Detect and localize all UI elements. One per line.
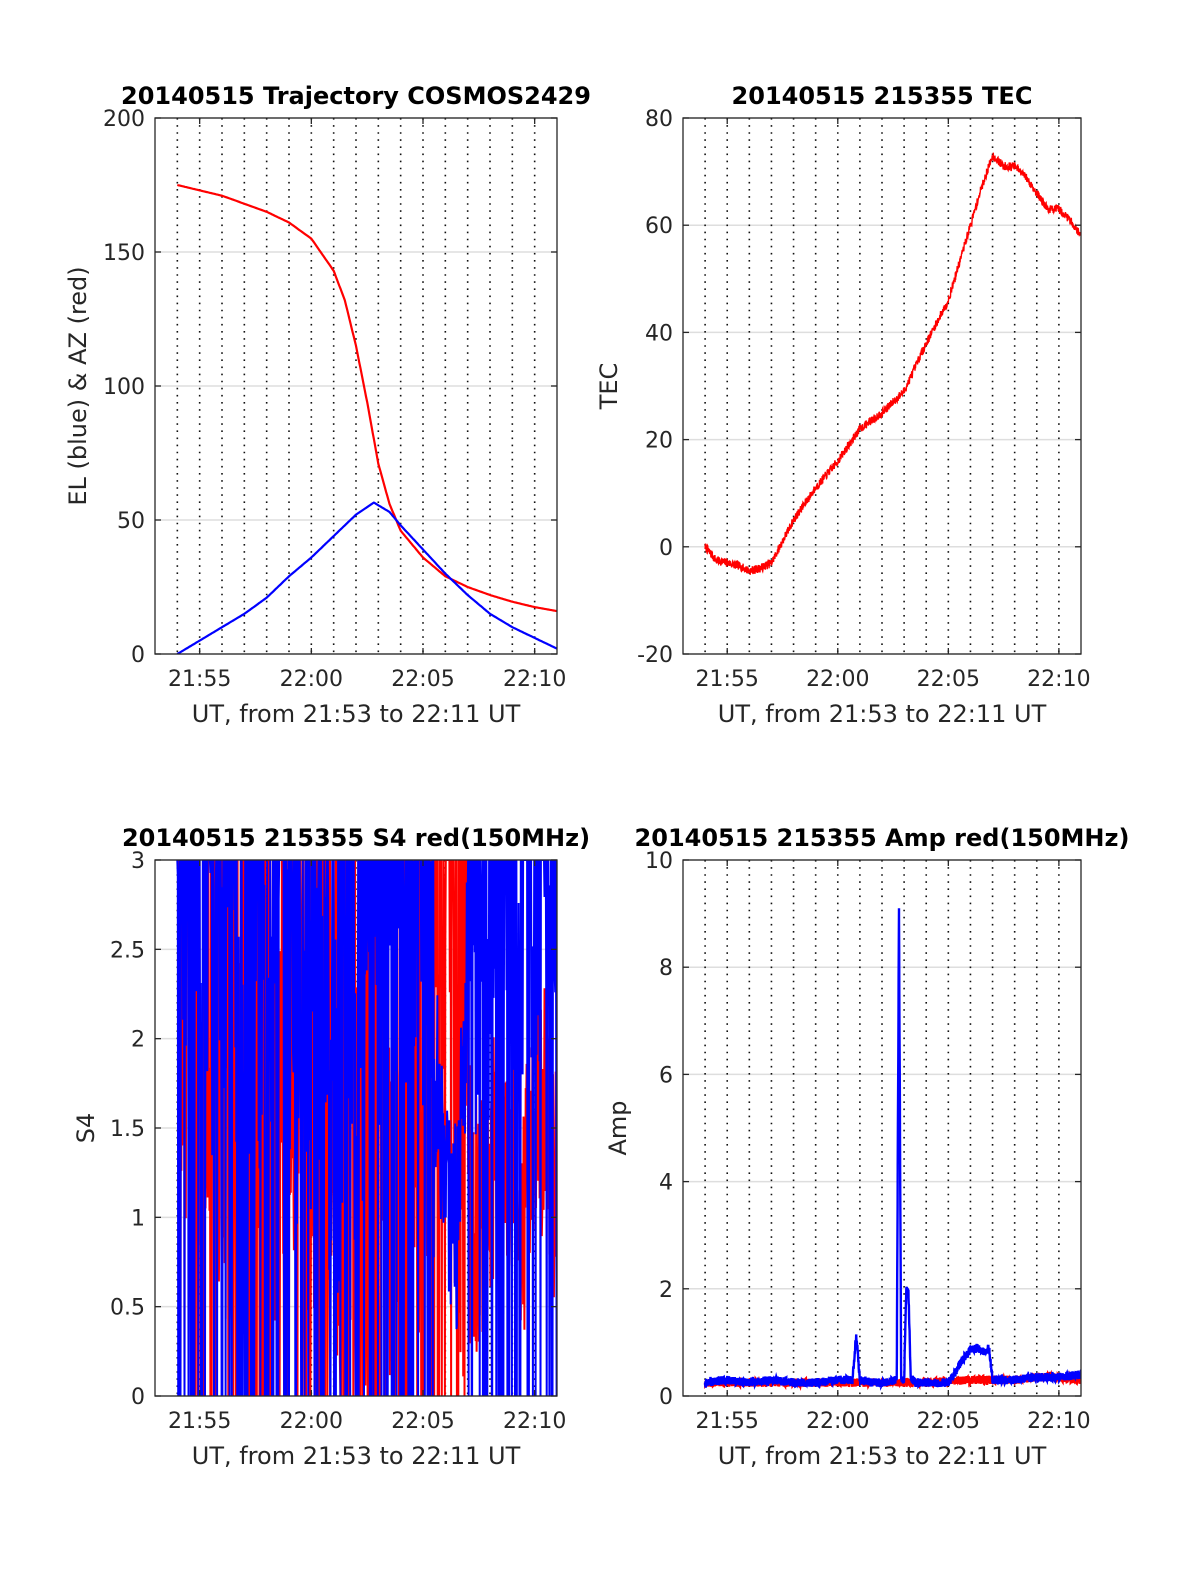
tec-title: 20140515 215355 TEC: [732, 82, 1033, 110]
amp-x-tick: 22:00: [806, 1409, 869, 1434]
s4-tick-marks: [155, 859, 557, 1397]
amp-y-tick: 4: [659, 1171, 673, 1196]
s4-x-tick: 22:10: [503, 1409, 566, 1434]
traj-tick-marks: [155, 117, 557, 655]
s4-title: 20140515 215355 S4 red(150MHz): [122, 824, 590, 852]
s4-x-tick: 22:00: [280, 1409, 343, 1434]
tec-y-tick: 0: [659, 536, 673, 561]
s4-y-label: S4: [72, 1113, 100, 1144]
tec-x-tick-labels: 21:55 22:00 22:05 22:10: [696, 667, 1091, 692]
amp-y-tick-labels: 0 2 4 6 8 10: [645, 849, 673, 1410]
tec-y-tick: 20: [645, 429, 673, 454]
s4-y-tick: 2.5: [110, 938, 145, 963]
tec-x-tick: 22:00: [806, 667, 869, 692]
traj-series-group: [176, 183, 557, 654]
traj-x-tick: 22:05: [391, 667, 454, 692]
s4-x-tick-labels: 21:55 22:00 22:05 22:10: [168, 1409, 566, 1434]
traj-x-tick: 22:00: [280, 667, 343, 692]
amp-y-tick: 10: [645, 849, 673, 874]
tec-x-tick: 22:05: [917, 667, 980, 692]
traj-y-tick: 100: [103, 375, 145, 400]
tec-y-tick: 80: [645, 107, 673, 132]
traj-y-tick: 50: [117, 509, 145, 534]
amp-tick-marks: [683, 859, 1081, 1397]
s4-series-blue: [176, 860, 557, 1396]
s4-x-tick: 21:55: [168, 1409, 231, 1434]
s4-series-group: [176, 860, 557, 1396]
tec-y-tick-labels: -20 0 20 40 60 80: [637, 107, 673, 668]
s4-y-tick: 3: [131, 849, 145, 874]
traj-title: 20140515 Trajectory COSMOS2429: [121, 82, 591, 110]
tec-x-tick: 21:55: [696, 667, 759, 692]
tec-series-red: [704, 152, 1081, 575]
tec-y-tick: 60: [645, 214, 673, 239]
traj-series-red: [177, 183, 557, 613]
tec-y-label: TEC: [595, 363, 623, 411]
tec-panel: -20 0 20 40 60 80 21:55 22:00 22:05 22:1…: [595, 82, 1091, 728]
amp-y-tick: 2: [659, 1278, 673, 1303]
s4-y-tick: 1.5: [110, 1117, 145, 1142]
s4-y-tick-labels: 0 0.5 1 1.5 2 2.5 3: [110, 849, 145, 1410]
traj-y-label: EL (blue) & AZ (red): [64, 266, 92, 505]
tec-x-tick: 22:10: [1027, 667, 1090, 692]
amp-series-blue: [703, 908, 1081, 1391]
traj-y-tick: 0: [131, 643, 145, 668]
tec-y-tick: 40: [645, 321, 673, 346]
amp-plot-area: [683, 860, 1081, 1396]
s4-y-tick: 0.5: [110, 1296, 145, 1321]
s4-y-tick: 1: [131, 1206, 145, 1231]
traj-x-tick: 22:10: [503, 667, 566, 692]
amp-x-tick: 22:10: [1027, 1409, 1090, 1434]
amp-x-tick: 22:05: [917, 1409, 980, 1434]
s4-y-tick: 0: [131, 1385, 145, 1410]
amp-x-label: UT, from 21:53 to 22:11 UT: [718, 1442, 1047, 1470]
traj-y-tick: 150: [103, 241, 145, 266]
tec-plot-area: [683, 118, 1081, 654]
s4-x-tick: 22:05: [391, 1409, 454, 1434]
amp-y-tick: 8: [659, 956, 673, 981]
tec-axes-box: [682, 117, 1082, 655]
tec-x-label: UT, from 21:53 to 22:11 UT: [718, 700, 1047, 728]
traj-y-tick: 200: [103, 107, 145, 132]
amp-x-tick: 21:55: [696, 1409, 759, 1434]
amp-panel: 0 2 4 6 8 10 21:55 22:00 22:05 22:10 201…: [604, 824, 1129, 1470]
traj-x-tick-labels: 21:55 22:00 22:05 22:10: [168, 667, 566, 692]
traj-y-tick-labels: 0 50 100 150 200: [103, 107, 145, 668]
tec-y-tick: -20: [637, 643, 673, 668]
tec-tick-marks: [683, 117, 1081, 655]
amp-axes-box: [682, 859, 1082, 1397]
traj-series-blue: [176, 501, 557, 654]
traj-panel: 0 50 100 150 200 21:55 22:00 22:05 22:10…: [64, 82, 591, 728]
amp-y-tick: 6: [659, 1063, 673, 1088]
traj-x-label: UT, from 21:53 to 22:11 UT: [192, 700, 521, 728]
s4-x-label: UT, from 21:53 to 22:11 UT: [192, 1442, 521, 1470]
amp-title: 20140515 215355 Amp red(150MHz): [635, 824, 1130, 852]
amp-x-tick-labels: 21:55 22:00 22:05 22:10: [696, 1409, 1091, 1434]
s4-y-tick: 2: [131, 1028, 145, 1053]
s4-panel: 0 0.5 1 1.5 2 2.5 3 21:55 22:00 22:05 22…: [72, 824, 590, 1470]
amp-series-group: [703, 908, 1081, 1392]
tec-series-group: [704, 152, 1081, 575]
amp-y-tick: 0: [659, 1385, 673, 1410]
traj-x-tick: 21:55: [168, 667, 231, 692]
amp-y-label: Amp: [604, 1100, 632, 1155]
